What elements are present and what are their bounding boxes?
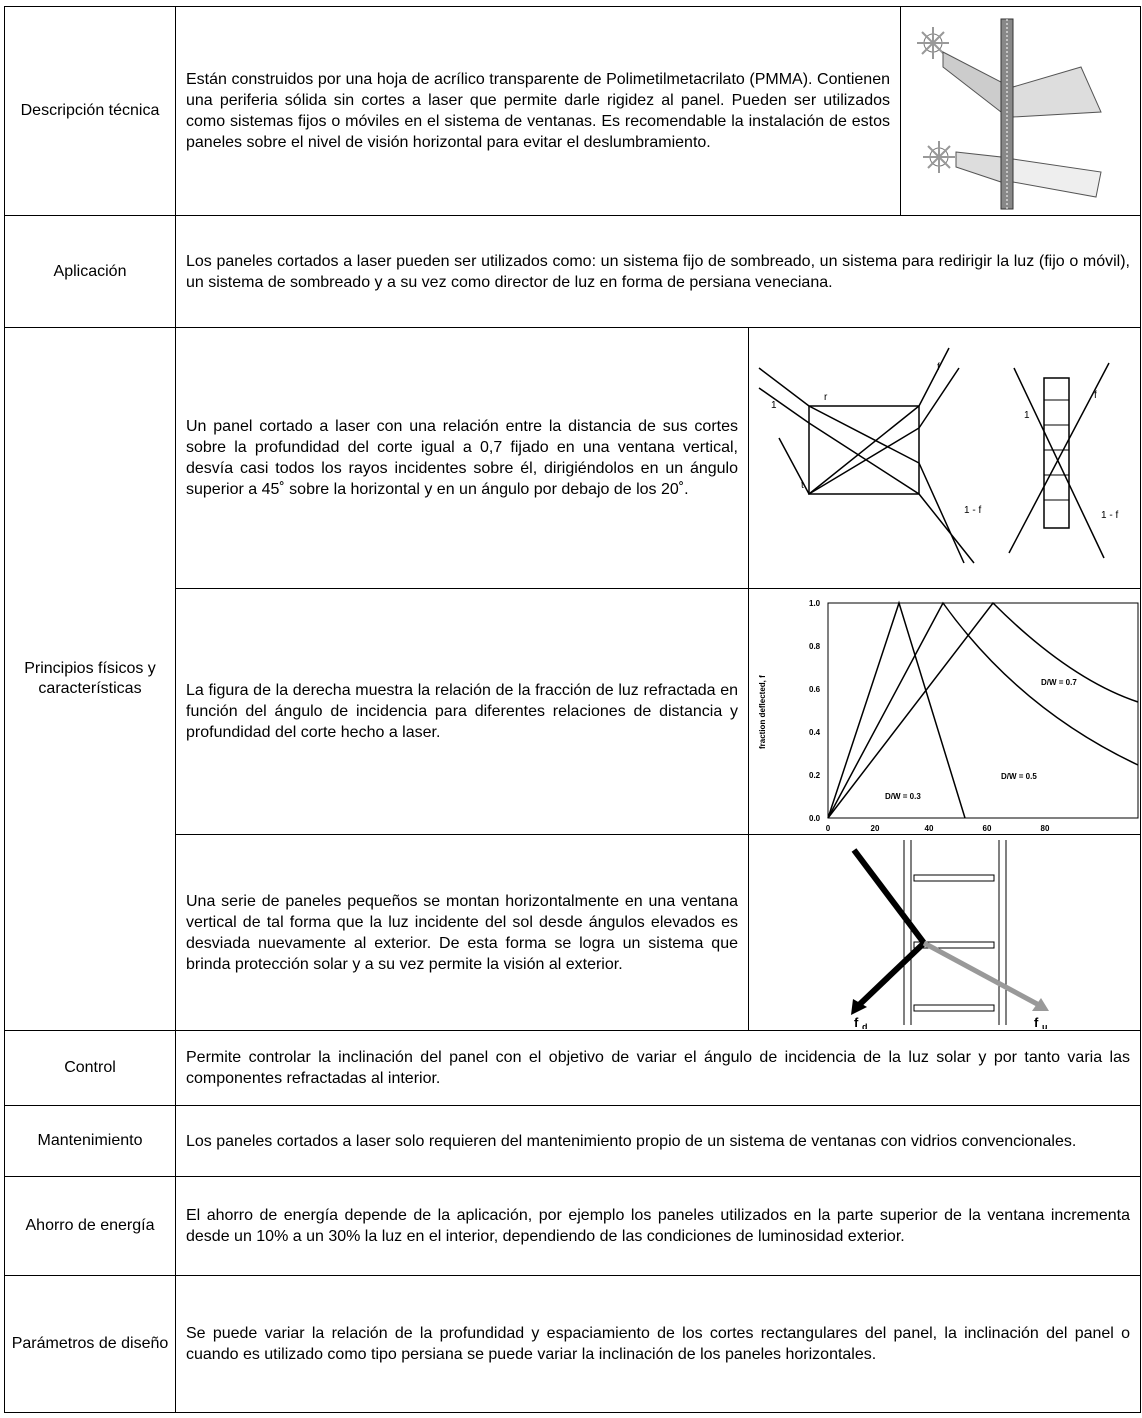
- row-label-text: Control: [64, 1059, 116, 1076]
- rays: [758, 347, 1110, 564]
- figure-label: D/W = 0.7: [1041, 678, 1077, 687]
- row-label-text: Ahorro de energía: [25, 1217, 155, 1234]
- deflection-chart: fraction deflected, f 0.0 0.2 0.4 0.6 0.8 1.0 0…: [758, 599, 1139, 833]
- panel-figure: [917, 18, 1102, 210]
- row-label-text: Mantenimiento: [37, 1132, 143, 1149]
- row-label: Ahorro de energía: [4, 1176, 176, 1276]
- row-label-text: Principios físicos y características: [24, 660, 156, 697]
- row-label: Parámetros de diseño: [4, 1275, 176, 1413]
- row-text: El ahorro de energía depende de la aplic…: [175, 1176, 1141, 1276]
- row-text-text: Los paneles cortados a laser solo requie…: [186, 1132, 1077, 1150]
- row-label-text: Parámetros de diseño: [11, 1335, 169, 1352]
- row-text: Un panel cortado a laser con una relació…: [175, 327, 749, 589]
- figure-label: 1 - f: [1101, 510, 1118, 521]
- figure-label: 1 - f: [964, 505, 981, 516]
- figure-label: 1.0: [809, 599, 821, 608]
- figure-label: fraction deflected, f: [758, 675, 767, 749]
- row-text: La figura de la derecha muestra la relac…: [175, 588, 749, 835]
- row-text: Una serie de paneles pequeños se montan …: [175, 834, 749, 1031]
- figure-label: f: [1034, 1015, 1039, 1029]
- figure-label: 20: [871, 824, 880, 833]
- row-text-text: La figura de la derecha muestra la relac…: [186, 682, 738, 741]
- figure-label: 60: [983, 824, 992, 833]
- row-text-text: Están construidos por una hoja de acríli…: [186, 71, 890, 151]
- row-text: Los paneles cortados a laser pueden ser …: [175, 215, 1141, 328]
- row-text-text: Se puede variar la relación de la profun…: [186, 1325, 1130, 1363]
- row-text-text: El ahorro de energía depende de la aplic…: [186, 1207, 1130, 1245]
- row-text-text: Permite controlar la inclinación del pan…: [186, 1049, 1130, 1087]
- row-text: Permite controlar la inclinación del pan…: [175, 1030, 1141, 1106]
- figure-label: 0.6: [809, 685, 821, 694]
- figure-label: 1: [771, 400, 777, 411]
- row-text-text: Los paneles cortados a laser pueden ser …: [186, 252, 1130, 291]
- window-frame: [903, 840, 1007, 1025]
- figure-label: t: [801, 480, 804, 491]
- row-label: Mantenimiento: [4, 1105, 176, 1177]
- figure-label: 0.4: [809, 728, 821, 737]
- row-label: Control: [4, 1030, 176, 1106]
- figure-label: 40: [925, 824, 934, 833]
- row-label: Principios físicos y características: [4, 327, 176, 1031]
- figure-label: r: [824, 392, 828, 403]
- row-text: Los paneles cortados a laser solo requie…: [175, 1105, 1141, 1177]
- beam: [1012, 158, 1102, 198]
- figure-label: d: [862, 1022, 868, 1029]
- ray-fu: [922, 940, 1041, 1008]
- row-text: Están construidos por una hoja de acríli…: [175, 6, 901, 216]
- figure-label: 1: [1024, 410, 1030, 421]
- row-label: Aplicación: [4, 215, 176, 328]
- ray-fd: [856, 940, 927, 1008]
- figure-label: D/W = 0.3: [885, 792, 921, 801]
- figure-label: 0.8: [809, 642, 821, 651]
- figure-label: 0.2: [809, 771, 821, 780]
- slats: [1044, 399, 1069, 501]
- row-text-text: Una serie de paneles pequeños se montan …: [186, 892, 738, 973]
- curves: [827, 600, 1139, 819]
- figure-label: f: [1094, 390, 1097, 401]
- figure-label: 0.0: [809, 814, 821, 823]
- row-text: Se puede variar la relación de la profun…: [175, 1275, 1141, 1413]
- figure-label: f: [854, 1015, 859, 1029]
- row-label: Descripción técnica: [4, 6, 176, 216]
- sun-rays: [917, 27, 955, 173]
- figure-label: f: [937, 362, 940, 373]
- beam: [955, 151, 1002, 183]
- figure-label: 80: [1041, 824, 1050, 833]
- figure-label: 0: [826, 824, 831, 833]
- arrow: [851, 999, 867, 1015]
- slats: [913, 874, 995, 1012]
- row-label-text: Aplicación: [53, 262, 127, 280]
- beam: [1012, 66, 1102, 118]
- ray-figure: 1 r f t 1 - f 1 f 1 - f: [758, 347, 1118, 564]
- arrow: [1032, 998, 1049, 1011]
- figure-label: D/W = 0.5: [1001, 772, 1037, 781]
- beam: [942, 51, 1002, 114]
- row-label-text: Descripción técnica: [20, 102, 160, 119]
- plot-frame: [827, 602, 1139, 819]
- row-text-text: Un panel cortado a laser con una relació…: [186, 418, 738, 498]
- figure-label: u: [1042, 1022, 1048, 1029]
- incident-ray: [851, 848, 927, 945]
